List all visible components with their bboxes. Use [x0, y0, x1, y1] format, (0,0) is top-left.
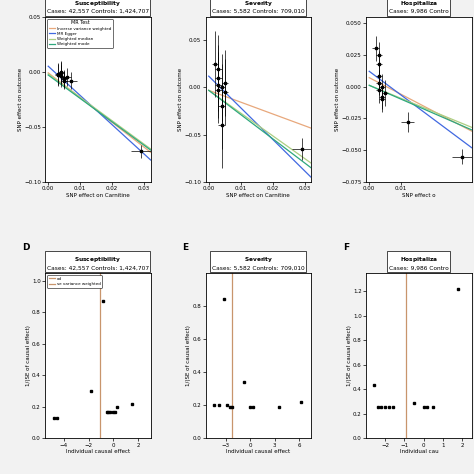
Legend: od, se variance weighted: od, se variance weighted	[47, 275, 102, 288]
Text: F: F	[343, 243, 349, 252]
Y-axis label: 1/(SE of causal effect): 1/(SE of causal effect)	[186, 325, 191, 386]
Y-axis label: SNP effect on outcome: SNP effect on outcome	[18, 68, 23, 131]
Legend: Inverse variance weighted, MR Egger, Weighted median, Weighted mode: Inverse variance weighted, MR Egger, Wei…	[47, 18, 113, 48]
Text: D: D	[22, 243, 29, 252]
Y-axis label: SNP effect on outcome: SNP effect on outcome	[178, 68, 183, 131]
Title: $\bf{Hospitaliza}$
Cases: 9,986 Contro: $\bf{Hospitaliza}$ Cases: 9,986 Contro	[389, 255, 449, 271]
Title: $\bf{Susceptibility}$
Cases: 42,557 Controls: 1,424,707: $\bf{Susceptibility}$ Cases: 42,557 Cont…	[47, 0, 149, 14]
X-axis label: Individual causal effect: Individual causal effect	[66, 449, 130, 454]
X-axis label: Individual cau: Individual cau	[400, 449, 438, 454]
X-axis label: SNP effect o: SNP effect o	[402, 192, 436, 198]
Y-axis label: SNP effect on outcome: SNP effect on outcome	[335, 68, 340, 131]
Title: $\bf{Hospitaliza}$
Cases: 9,986 Contro: $\bf{Hospitaliza}$ Cases: 9,986 Contro	[389, 0, 449, 14]
Title: $\bf{Susceptibility}$
Cases: 42,557 Controls: 1,424,707: $\bf{Susceptibility}$ Cases: 42,557 Cont…	[47, 255, 149, 271]
Title: $\bf{Severity}$
Cases: 5,582 Controls: 709,010: $\bf{Severity}$ Cases: 5,582 Controls: 7…	[212, 255, 305, 271]
X-axis label: SNP effect on Carnitine: SNP effect on Carnitine	[66, 192, 130, 198]
Y-axis label: 1/(SE of causal effect): 1/(SE of causal effect)	[26, 325, 31, 386]
Y-axis label: 1/(SE of causal effect): 1/(SE of causal effect)	[346, 325, 352, 386]
X-axis label: SNP effect on Carnitine: SNP effect on Carnitine	[227, 192, 290, 198]
Title: $\bf{Severity}$
Cases: 5,582 Controls: 709,010: $\bf{Severity}$ Cases: 5,582 Controls: 7…	[212, 0, 305, 14]
Text: E: E	[182, 243, 189, 252]
X-axis label: Individual causal effect: Individual causal effect	[226, 449, 291, 454]
